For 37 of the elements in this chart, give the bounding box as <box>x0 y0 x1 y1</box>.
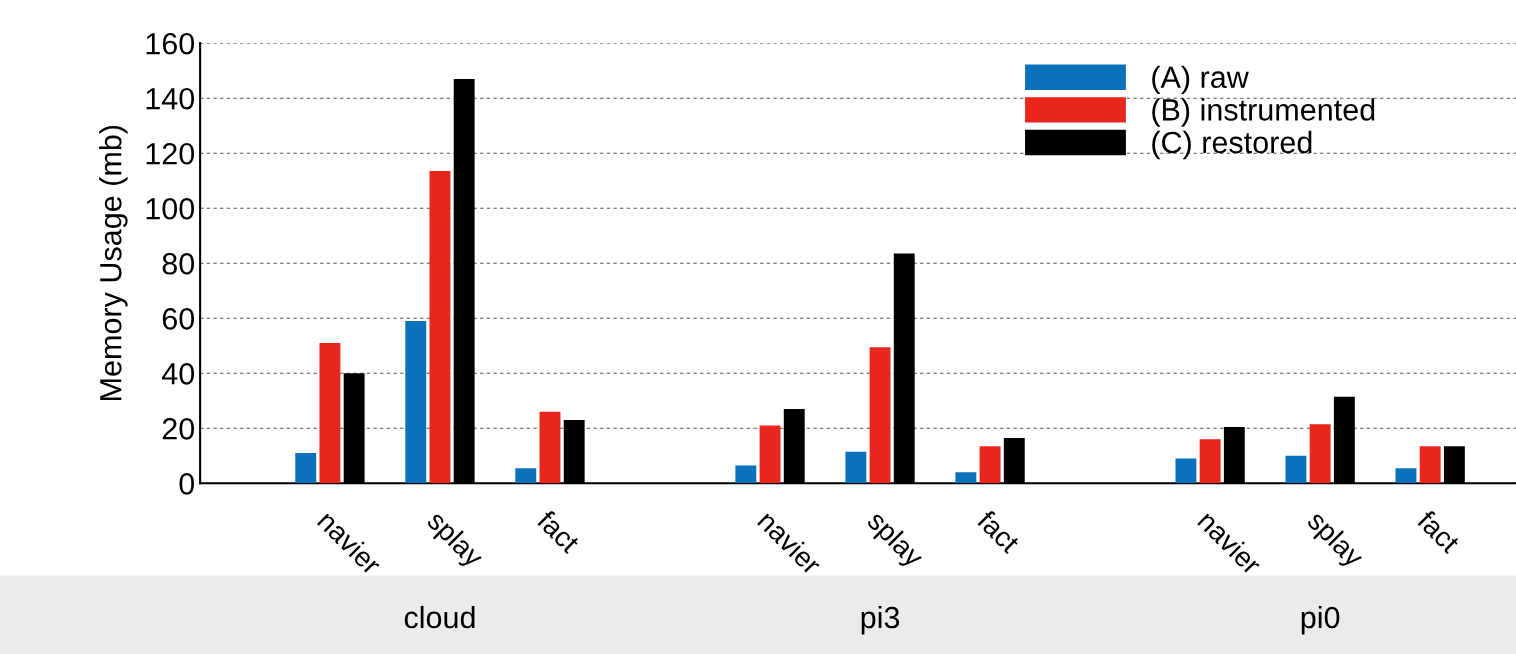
y-tick-label: 160 <box>146 32 195 55</box>
y-tick-label: 100 <box>146 197 195 220</box>
y-tick-label: 80 <box>162 252 195 275</box>
bar <box>1419 446 1441 484</box>
bar <box>539 411 561 484</box>
text: pi3 <box>861 605 900 635</box>
bar <box>429 171 451 484</box>
bar <box>295 453 317 484</box>
bar <box>955 472 977 484</box>
bar <box>1395 468 1417 484</box>
y-tick-label: 60 <box>162 307 195 330</box>
y-tick-label: 140 <box>146 87 195 110</box>
y-tick-label: 120 <box>146 142 195 165</box>
bar <box>1175 458 1197 484</box>
bar <box>979 446 1001 484</box>
x-tick-label: fact <box>535 508 582 555</box>
bar <box>759 425 781 484</box>
bar <box>735 465 757 484</box>
bar <box>405 321 427 484</box>
bar <box>1309 424 1331 484</box>
y-axis-title: Memory Usage (mb) <box>99 125 128 400</box>
x-tick-label: fact <box>975 508 1022 555</box>
bar <box>845 451 867 484</box>
bar <box>1285 455 1307 484</box>
legend-label: (B) instrumented <box>1152 98 1375 127</box>
bar <box>869 347 891 484</box>
y-tick-label: 0 <box>179 473 195 495</box>
x-tick-label: fact <box>1416 508 1462 555</box>
text: cloud <box>404 605 475 629</box>
legend-label: (C) restored <box>1152 130 1312 160</box>
y-tick-label: 20 <box>162 418 195 440</box>
y-tick-label: 40 <box>161 363 195 385</box>
bar <box>1199 439 1221 484</box>
bar <box>515 468 537 484</box>
legend-label: (A) raw <box>1152 65 1249 95</box>
bar <box>319 343 341 484</box>
text: pi0 <box>1301 605 1340 635</box>
